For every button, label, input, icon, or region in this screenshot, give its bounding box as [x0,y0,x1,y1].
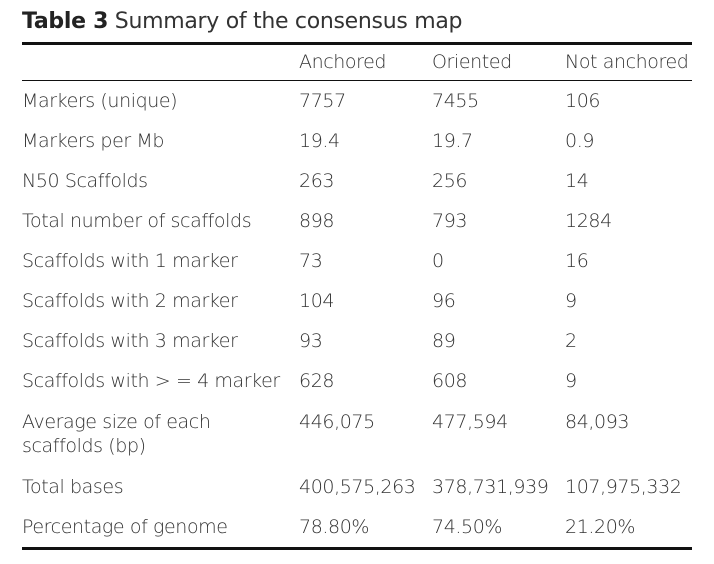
bottom-rule [22,547,692,550]
table-cell: 7455 [432,90,479,112]
row-label: Markers (unique) [22,89,178,113]
table-cell: 21.20% [565,516,636,538]
table-cell: 0 [432,250,444,272]
row-label: Average size of each scaffolds (bp) [22,410,211,458]
table-caption: Summary of the consensus map [114,9,463,34]
table-cell: 1284 [565,210,612,232]
table-cell: 74.50% [432,516,503,538]
row-label: Scaffolds with 2 marker [22,289,238,313]
table-cell: 16 [565,250,589,272]
row-label: Total bases [22,475,124,499]
row-label-line: Scaffolds with 3 marker [22,330,238,352]
row-label-line: Scaffolds with > = 4 marker [22,370,280,392]
table-cell: 628 [299,370,335,392]
table-cell: 9 [565,290,577,312]
column-header-not-anchored: Not anchored [565,51,689,73]
table-cell: 19.4 [299,130,340,152]
table-cell: 78.80% [299,516,370,538]
row-label-line: Percentage of genome [22,516,228,538]
table-cell: 263 [299,170,335,192]
row-label-line: Total number of scaffolds [22,210,252,232]
table-cell: 400,575,263 [299,476,416,498]
table-cell: 256 [432,170,468,192]
row-label-line: N50 Scaffolds [22,170,148,192]
row-label-line: Scaffolds with 1 marker [22,250,238,272]
row-label: Scaffolds with > = 4 marker [22,369,280,393]
table-cell: 96 [432,290,456,312]
row-label: Markers per Mb [22,129,164,153]
column-header-oriented: Oriented [432,51,512,73]
row-label: Percentage of genome [22,515,228,539]
row-label-line: Markers per Mb [22,130,165,152]
row-label: Total number of scaffolds [22,209,252,233]
row-label-line: Markers (unique) [22,90,178,112]
column-header-anchored: Anchored [299,51,387,73]
table-cell: 7757 [299,90,346,112]
table-cell: 793 [432,210,468,232]
table-cell: 84,093 [565,411,630,433]
table-cell: 9 [565,370,577,392]
table-cell: 0.9 [565,130,595,152]
row-label: Scaffolds with 1 marker [22,249,238,273]
header-rule [22,80,692,81]
table-cell: 608 [432,370,468,392]
table-cell: 89 [432,330,456,352]
table-cell: 107,975,332 [565,476,682,498]
table-cell: 93 [299,330,323,352]
table-cell: 446,075 [299,411,375,433]
table-cell: 104 [299,290,335,312]
row-label-line: Scaffolds with 2 marker [22,290,238,312]
table-cell: 14 [565,170,589,192]
row-label-line: scaffolds (bp) [22,435,146,457]
table-cell: 2 [565,330,577,352]
table-cell: 106 [565,90,601,112]
table-cell: 19.7 [432,130,473,152]
table-cell: 378,731,939 [432,476,549,498]
table-cell: 73 [299,250,323,272]
row-label-line: Total bases [22,476,124,498]
table-cell: 898 [299,210,335,232]
row-label-line: Average size of each [22,411,211,433]
table-cell: 477,594 [432,411,508,433]
row-label: N50 Scaffolds [22,169,148,193]
top-rule [22,42,692,45]
row-label: Scaffolds with 3 marker [22,329,238,353]
table-number: Table 3 [22,9,109,34]
table-title: Table 3 Summary of the consensus map [22,9,462,34]
